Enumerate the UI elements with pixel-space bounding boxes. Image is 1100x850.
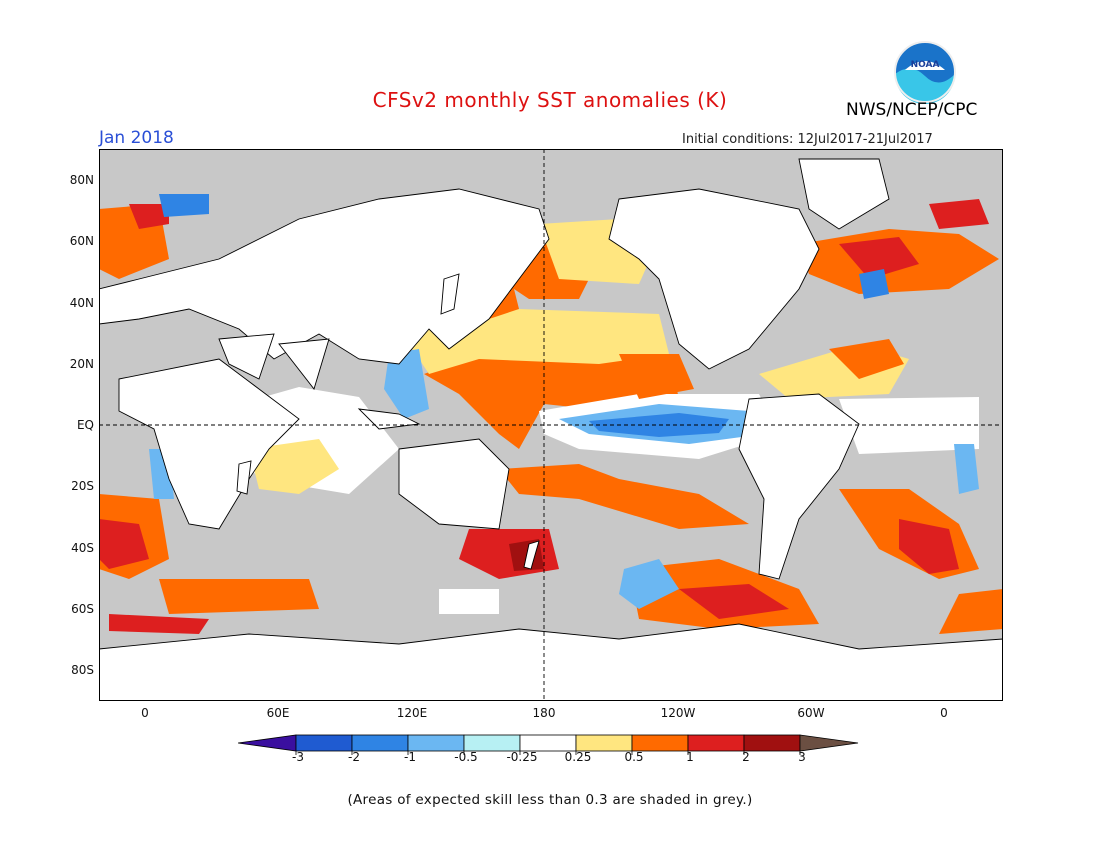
lon-label-0-east: 0 <box>940 706 948 720</box>
lat-label-20n: 20N <box>69 357 94 371</box>
lat-label-80s: 80S <box>71 663 94 677</box>
colorbar-tick: 0.25 <box>564 750 592 764</box>
colorbar-arrow-min <box>238 734 297 752</box>
colorbar-cell <box>631 734 689 752</box>
colorbar-cell <box>687 734 745 752</box>
colorbar-cell <box>743 734 801 752</box>
colorbar-cell <box>575 734 633 752</box>
lon-label-180: 180 <box>532 706 556 720</box>
lon-label-60w: 60W <box>797 706 825 720</box>
page-title: CFSv2 monthly SST anomalies (K) <box>372 88 728 112</box>
colorbar-tick: 0.5 <box>624 750 644 764</box>
colorbar-cell <box>351 734 409 752</box>
land-masses <box>99 158 1003 701</box>
colorbar-tick: 1 <box>686 750 694 764</box>
organization-label: NWS/NCEP/CPC <box>846 100 978 120</box>
skill-note: (Areas of expected skill less than 0.3 a… <box>347 792 753 808</box>
colorbar-cell <box>463 734 521 752</box>
lat-label-40s: 40S <box>71 541 94 555</box>
colorbar-tick: -0.5 <box>454 750 478 764</box>
colorbar-arrow-max <box>799 734 859 752</box>
noaa-logo-icon: NOAA <box>894 41 956 104</box>
lat-label-eq: EQ <box>76 418 94 432</box>
sst-anomaly-map <box>99 149 1003 701</box>
colorbar-tick: -1 <box>404 750 416 764</box>
lon-label-60e: 60E <box>266 706 290 720</box>
colorbar-cell <box>519 734 577 752</box>
forecast-period: Jan 2018 <box>99 128 174 148</box>
lon-label-120w: 120W <box>660 706 696 720</box>
colorbar-cell <box>407 734 465 752</box>
lat-label-20s: 20S <box>71 479 94 493</box>
lon-label-0: 0 <box>141 706 149 720</box>
lat-label-80n: 80N <box>69 173 94 187</box>
colorbar-tick: -3 <box>292 750 304 764</box>
lon-label-120e: 120E <box>396 706 428 720</box>
colorbar-tick: 3 <box>798 750 806 764</box>
initial-conditions: Initial conditions: 12Jul2017-21Jul2017 <box>682 132 933 147</box>
lat-label-60s: 60S <box>71 602 94 616</box>
lat-label-60n: 60N <box>69 234 94 248</box>
lat-label-40n: 40N <box>69 296 94 310</box>
colorbar-tick: -0.25 <box>506 750 538 764</box>
colorbar-cell <box>295 734 353 752</box>
colorbar-tick: 2 <box>742 750 750 764</box>
svg-text:NOAA: NOAA <box>911 60 940 70</box>
colorbar <box>238 734 859 755</box>
colorbar-tick: -2 <box>348 750 360 764</box>
